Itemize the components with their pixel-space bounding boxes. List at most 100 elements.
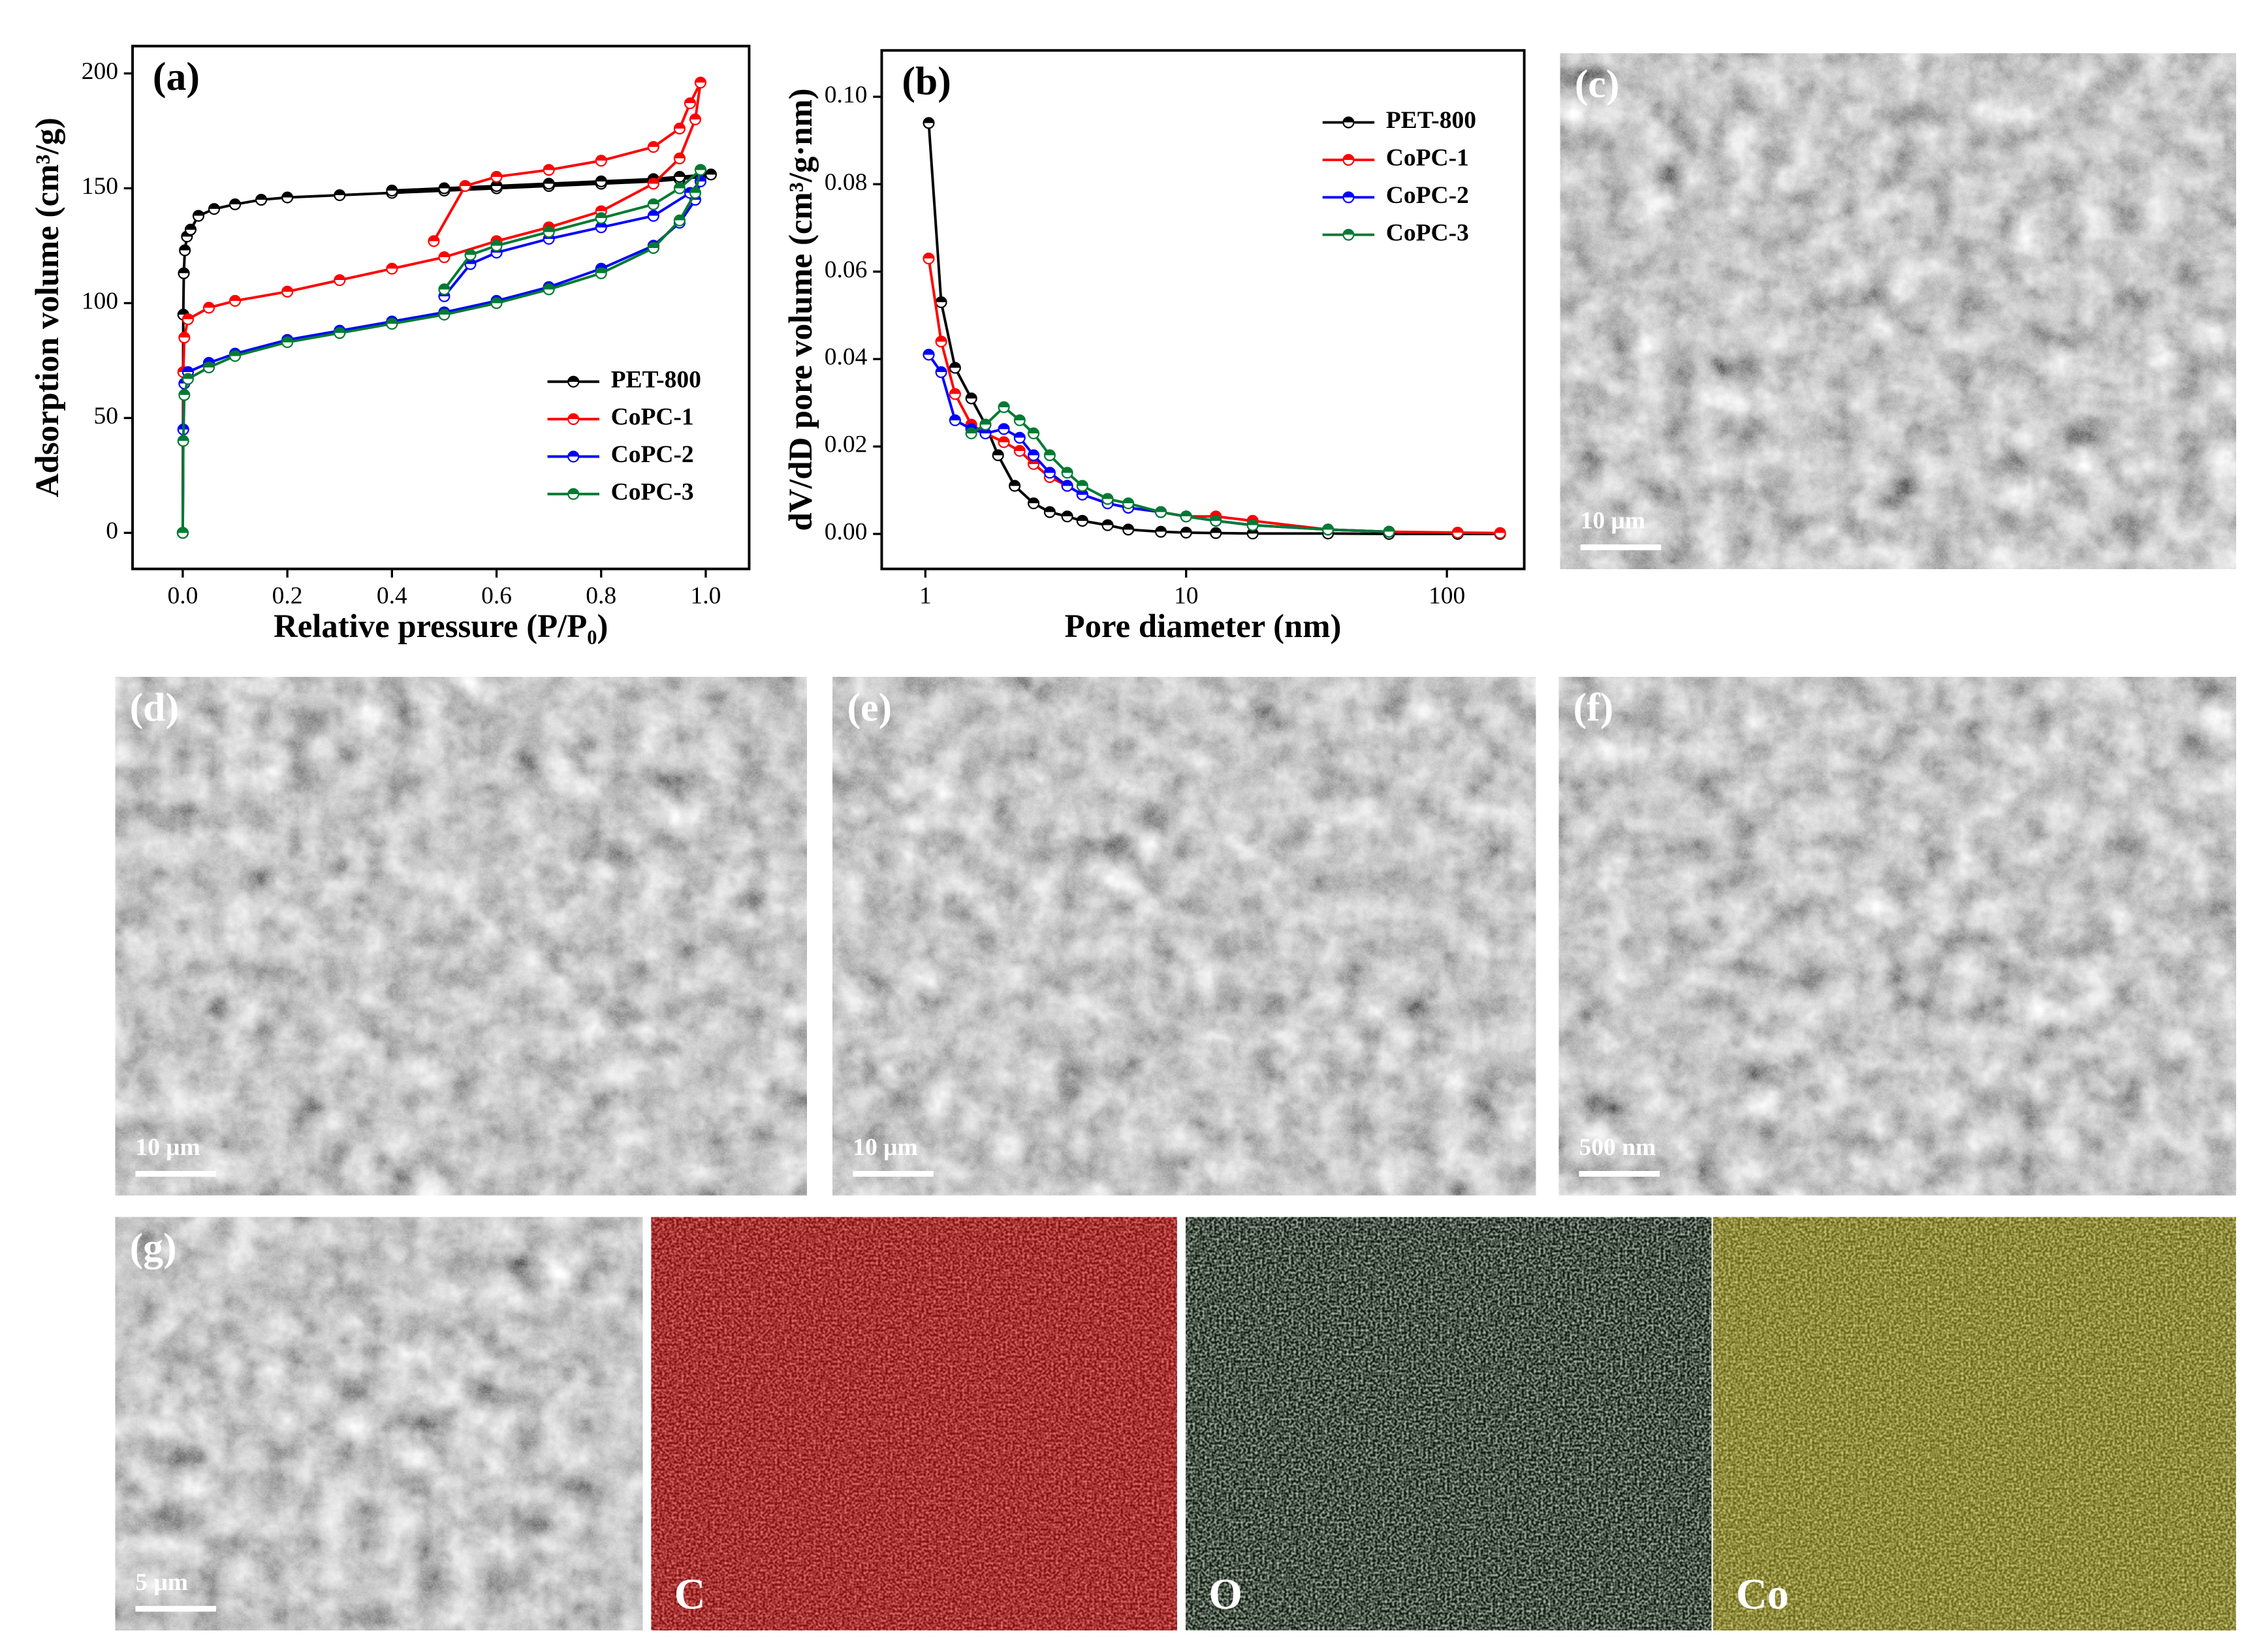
data-point (543, 226, 555, 238)
data-point (208, 203, 221, 215)
data-point (176, 527, 189, 539)
data-point (673, 214, 686, 226)
data-point (673, 170, 686, 183)
x-tick-label: 1.0 (691, 582, 721, 609)
data-point (689, 113, 701, 125)
data-point (1180, 510, 1192, 523)
data-point (202, 302, 215, 314)
data-point (178, 332, 191, 344)
data-point (281, 336, 294, 349)
legend-label: CoPC-1 (1386, 145, 1469, 172)
data-point (694, 164, 707, 176)
sem-grain (832, 677, 1536, 1196)
legend-marker (567, 488, 580, 500)
data-point (386, 318, 398, 330)
data-point (923, 117, 935, 129)
x-tick-label: 0.0 (167, 582, 198, 609)
data-point (1028, 497, 1040, 510)
data-point (689, 187, 701, 199)
data-point (1009, 480, 1021, 492)
scale-bar-label: 500 nm (1579, 1134, 1656, 1161)
data-point (1013, 414, 1026, 426)
data-point (1122, 523, 1135, 536)
data-point (647, 242, 659, 255)
element-label: O (1208, 1571, 1242, 1619)
sem-grain (115, 1217, 643, 1630)
data-point (935, 296, 947, 309)
data-point (1154, 506, 1167, 518)
panel-label: (c) (1575, 62, 1620, 106)
data-point (543, 178, 555, 190)
data-point (647, 210, 659, 222)
data-point (673, 152, 686, 164)
data-point (334, 274, 346, 287)
data-point (998, 423, 1010, 435)
data-point (490, 297, 503, 309)
data-point (1122, 497, 1135, 510)
data-point (694, 76, 707, 89)
legend-marker (1342, 116, 1355, 129)
sem-grain (1560, 53, 2236, 569)
data-point (182, 373, 194, 385)
data-point (1043, 449, 1056, 461)
legend-marker (567, 450, 580, 463)
x-tick-label: 0.4 (377, 582, 407, 609)
data-point (334, 327, 346, 339)
x-axis-title: Relative pressure (P/P₀) (274, 608, 608, 644)
data-point (595, 175, 607, 187)
data-point (1180, 526, 1192, 539)
scale-bar (135, 1170, 216, 1177)
data-point (647, 141, 659, 153)
data-point (1013, 431, 1026, 444)
data-point (1043, 467, 1056, 479)
data-point (595, 212, 607, 225)
panel-label: (e) (847, 685, 893, 730)
data-point (177, 435, 189, 447)
series-line (927, 258, 1500, 535)
data-point (998, 401, 1010, 413)
legend-label: CoPC-3 (611, 478, 694, 505)
data-point (684, 97, 696, 110)
data-point (1101, 493, 1114, 505)
y-tick-label: 0 (106, 518, 118, 544)
data-point (965, 427, 977, 440)
y-tick-label: 0.08 (825, 169, 868, 196)
data-point (673, 122, 686, 135)
scale-bar (1579, 1170, 1660, 1177)
data-point (464, 249, 477, 261)
y-tick-label: 0.04 (825, 344, 868, 371)
x-tick-label: 100 (1429, 582, 1465, 609)
element-signal (1186, 1217, 1712, 1630)
data-point (543, 283, 555, 296)
data-point (647, 178, 659, 190)
data-point (438, 283, 450, 296)
data-point (1101, 519, 1114, 531)
data-point (595, 155, 607, 167)
series-line (970, 405, 1389, 533)
data-point (1061, 510, 1073, 523)
data-point (386, 184, 398, 197)
scale-bar-label: 10 μm (1581, 508, 1645, 535)
panel-label: (d) (130, 685, 180, 730)
signal-overlay (1713, 1217, 2236, 1630)
y-tick-label: 0.06 (825, 257, 868, 283)
data-point (935, 335, 947, 348)
y-tick-label: 0.10 (825, 82, 868, 108)
x-axis-title: Pore diameter (nm) (1065, 608, 1342, 644)
data-point (281, 285, 294, 298)
data-point (255, 194, 268, 206)
data-point (1061, 467, 1073, 479)
data-point (1451, 526, 1464, 539)
data-point (1494, 527, 1506, 539)
data-point (438, 182, 450, 195)
y-tick-label: 0.02 (825, 431, 868, 458)
data-point (1061, 480, 1073, 492)
panel-label: (f) (1573, 685, 1614, 730)
y-axis-title: dV/dD pore volume (cm³/g·nm) (782, 88, 819, 531)
data-point (182, 313, 194, 326)
scale-bar-label: 10 μm (135, 1134, 200, 1161)
plot-frame (880, 49, 1526, 570)
data-point (1210, 514, 1222, 527)
